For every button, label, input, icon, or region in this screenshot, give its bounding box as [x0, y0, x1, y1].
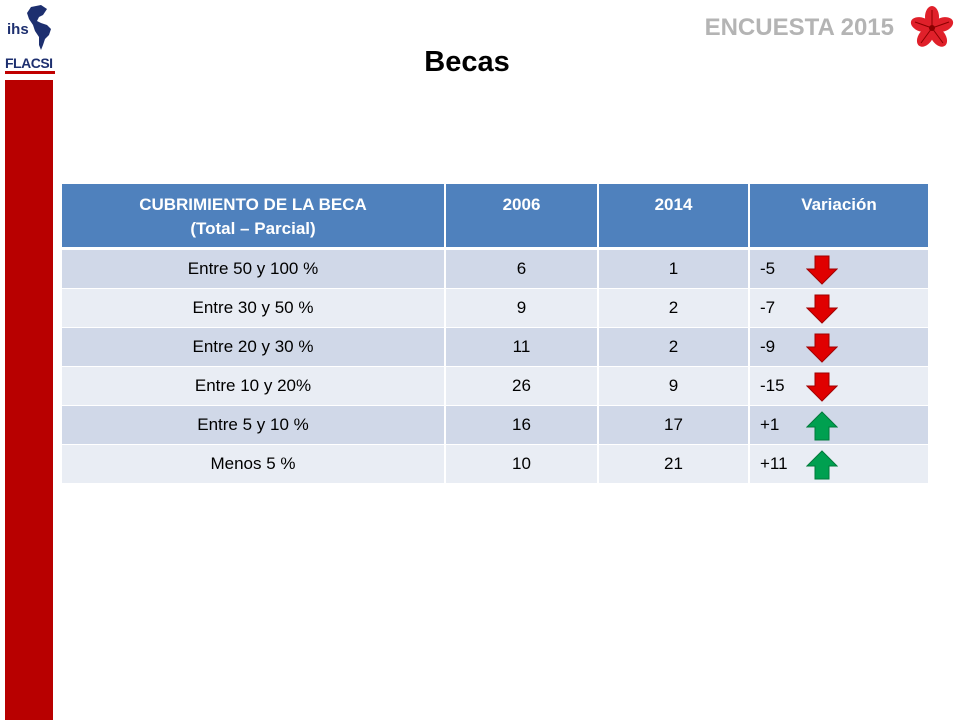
variation-cell: -15: [748, 365, 928, 405]
variation-cell: +11: [748, 443, 928, 483]
value-2014: 21: [597, 443, 749, 483]
header-variation: Variación: [748, 184, 928, 250]
row-label: Menos 5 %: [62, 443, 445, 483]
variation-value: -5: [760, 258, 776, 278]
value-2014: 1: [597, 247, 749, 288]
table-row: Entre 5 y 10 % 16 17 +1: [62, 404, 928, 444]
up-arrow-icon: [806, 410, 838, 440]
value-2014: 2: [597, 287, 749, 327]
value-2006: 10: [444, 443, 598, 483]
down-arrow-icon: [806, 255, 838, 285]
scholarship-coverage-table: CUBRIMIENTO DE LA BECA (Total – Parcial)…: [62, 184, 928, 483]
variation-cell: -5: [748, 247, 928, 288]
value-2014: 17: [597, 404, 749, 444]
variation-cell: +1: [748, 404, 928, 444]
down-arrow-icon: [806, 372, 838, 402]
value-2006: 9: [444, 287, 598, 327]
up-arrow-icon: [806, 449, 838, 479]
flower-logo-icon: [910, 6, 954, 47]
down-arrow-icon: [806, 333, 838, 363]
header-coverage-line2: (Total – Parcial): [190, 219, 316, 238]
logo-underline: [5, 71, 55, 74]
value-2006: 16: [444, 404, 598, 444]
table-row: Entre 30 y 50 % 9 2 -7: [62, 287, 928, 327]
variation-value: +11: [760, 453, 788, 473]
value-2006: 6: [444, 247, 598, 288]
row-label: Entre 10 y 20%: [62, 365, 445, 405]
survey-title: ENCUESTA 2015: [704, 14, 894, 41]
value-2014: 9: [597, 365, 749, 405]
americas-map-icon: [27, 5, 51, 50]
down-arrow-icon: [806, 294, 838, 324]
variation-value: -9: [760, 336, 776, 356]
page-title: Becas: [424, 46, 510, 78]
table-row: Menos 5 % 10 21 +11: [62, 443, 928, 483]
left-red-bar: [5, 80, 53, 720]
header-2006: 2006: [444, 184, 598, 250]
table-row: Entre 10 y 20% 26 9 -15: [62, 365, 928, 405]
table-row: Entre 50 y 100 % 6 1 -5: [62, 247, 928, 288]
value-2006: 26: [444, 365, 598, 405]
table-row: Entre 20 y 30 % 11 2 -9: [62, 326, 928, 366]
ihs-flacsi-logo: ihs FLACSI: [5, 5, 55, 75]
value-2014: 2: [597, 326, 749, 366]
row-label: Entre 30 y 50 %: [62, 287, 445, 327]
header-coverage-line1: CUBRIMIENTO DE LA BECA: [139, 195, 367, 214]
logo-bottom-text: FLACSI: [5, 55, 53, 71]
header-2014: 2014: [597, 184, 749, 250]
row-label: Entre 20 y 30 %: [62, 326, 445, 366]
header-coverage: CUBRIMIENTO DE LA BECA (Total – Parcial): [62, 184, 445, 250]
variation-cell: -7: [748, 287, 928, 327]
variation-value: +1: [760, 414, 780, 434]
value-2006: 11: [444, 326, 598, 366]
table-header-row: CUBRIMIENTO DE LA BECA (Total – Parcial)…: [62, 184, 928, 250]
variation-value: -7: [760, 297, 776, 317]
variation-cell: -9: [748, 326, 928, 366]
row-label: Entre 50 y 100 %: [62, 247, 445, 288]
variation-value: -15: [760, 375, 785, 395]
logo-top-text: ihs: [7, 21, 29, 38]
row-label: Entre 5 y 10 %: [62, 404, 445, 444]
